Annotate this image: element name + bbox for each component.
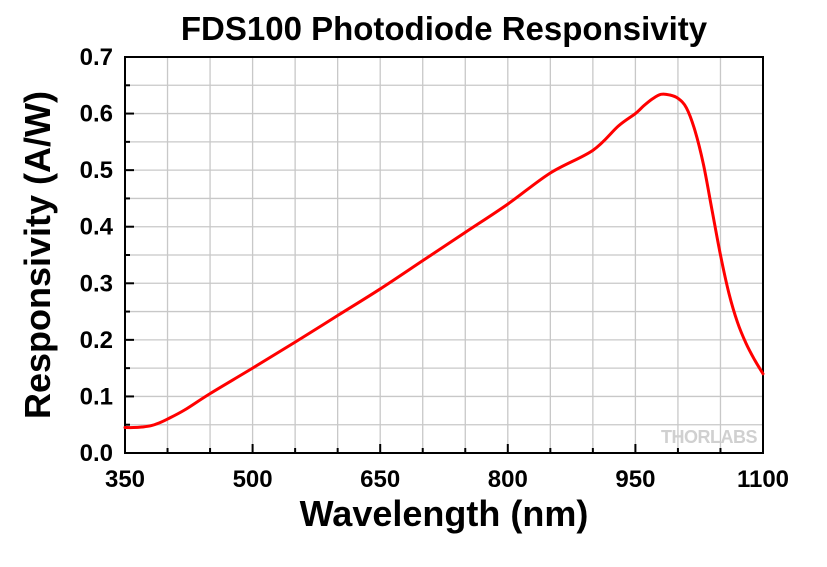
plot-frame [124,56,764,454]
tick-layer [124,56,764,454]
y-tick-label: 0.5 [80,157,113,184]
y-tick-label: 0.6 [80,101,113,128]
x-tick-label: 1100 [737,466,789,493]
chart-title: FDS100 Photodiode Responsivity [181,10,708,47]
x-tick-label: 650 [360,466,400,493]
x-tick-label-layer: 350 500 650 800 950 1100 [105,466,789,493]
y-tick-label-layer: 0.0 0.1 0.2 0.3 0.4 0.5 0.6 0.7 [80,44,114,467]
responsivity-series-line [123,92,765,430]
y-tick-label: 0.2 [80,327,113,354]
x-tick-label: 950 [615,466,655,493]
y-tick-label: 0.3 [80,270,113,297]
y-tick-label: 0.1 [80,383,113,410]
y-tick-label: 0.7 [80,44,113,71]
x-tick-label: 350 [105,466,145,493]
x-tick-label: 800 [488,466,528,493]
y-axis-title: Responsivity (A/W) [17,91,58,419]
thorlabs-watermark: THORLABS [661,427,757,447]
y-tick-label: 0.4 [80,214,114,241]
y-tick-label: 0.0 [80,440,113,467]
x-tick-label: 500 [233,466,273,493]
grid-layer [125,57,763,453]
x-axis-title: Wavelength (nm) [300,493,589,534]
